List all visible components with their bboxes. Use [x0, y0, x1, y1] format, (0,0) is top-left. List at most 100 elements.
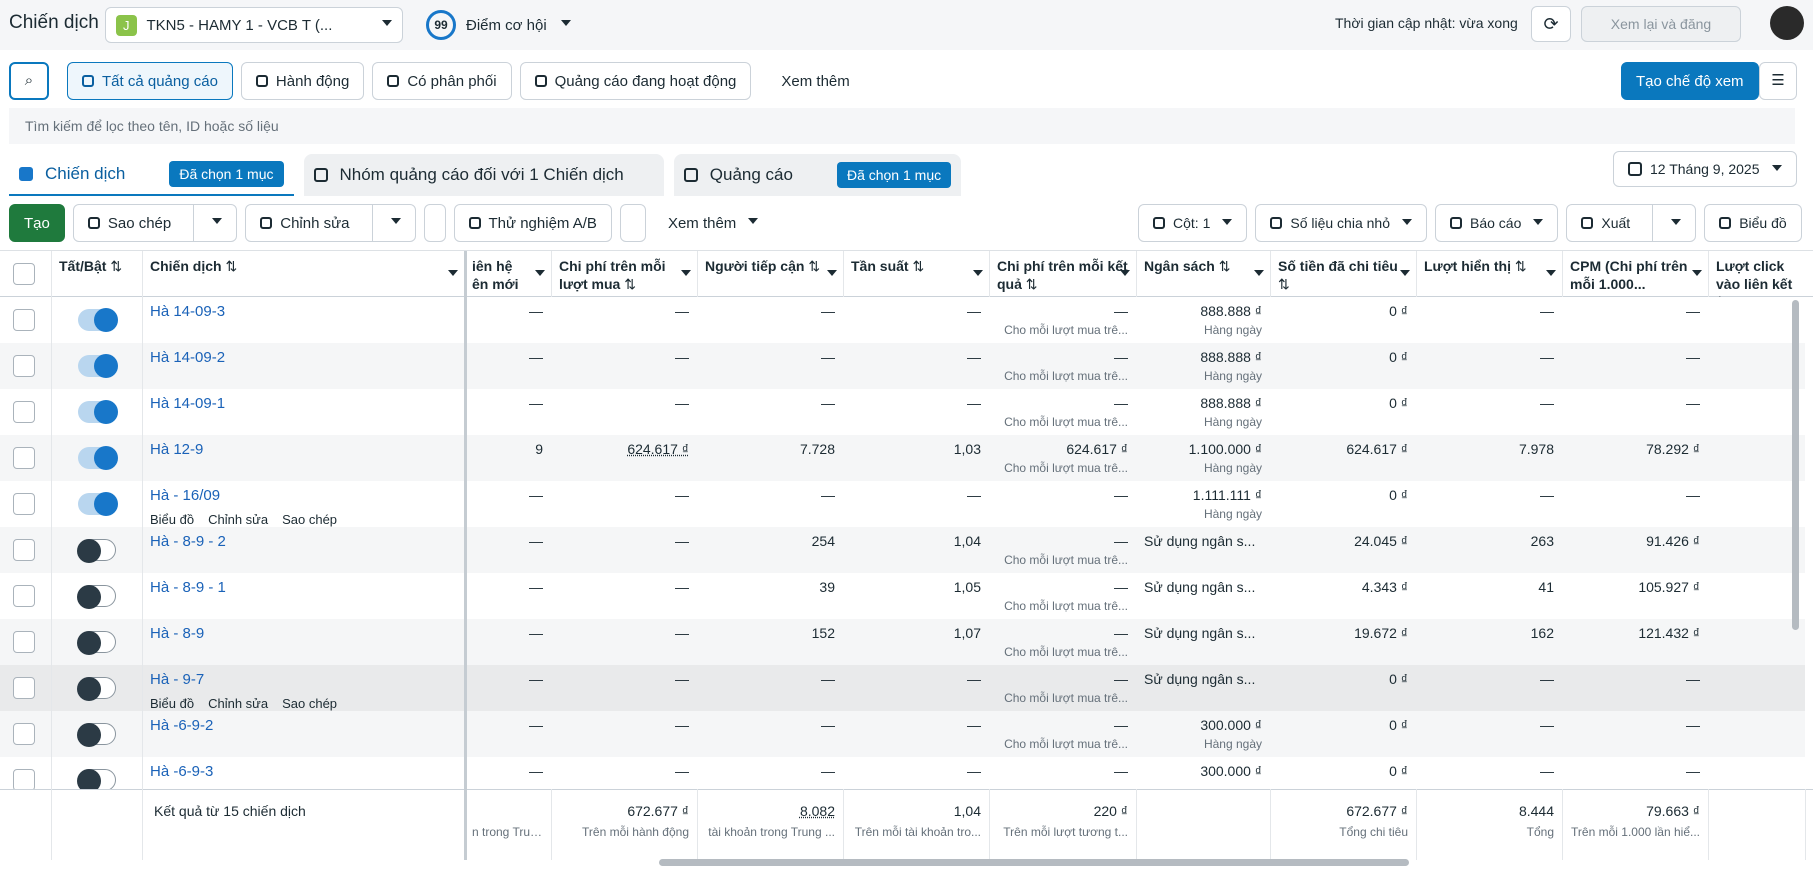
column-menu[interactable]: [531, 265, 545, 285]
tab[interactable]: Quảng cáo Đã chọn 1 mục: [673, 154, 962, 196]
tag-button[interactable]: [619, 204, 646, 242]
filter-button[interactable]: Tất cả quảng cáo: [67, 62, 233, 100]
row-checkbox[interactable]: [13, 723, 35, 745]
campaign-name[interactable]: Hà - 9-7: [150, 671, 205, 688]
table-row[interactable]: [0, 435, 1805, 481]
view-button[interactable]: Xuất: [1566, 204, 1697, 242]
row-checkbox[interactable]: [13, 309, 35, 331]
toggle[interactable]: [77, 585, 116, 609]
row-action[interactable]: Chỉnh sửa: [208, 696, 269, 711]
filter-button[interactable]: Quảng cáo đang hoạt động: [519, 62, 752, 100]
table-row[interactable]: [0, 573, 1805, 619]
column-menu[interactable]: [969, 265, 983, 285]
action-button[interactable]: Thử nghiệm A/B: [453, 204, 612, 242]
filter-button[interactable]: Có phân phối: [372, 62, 512, 100]
campaign-name[interactable]: Hà 14-09-1: [150, 395, 226, 412]
toggle[interactable]: [78, 446, 118, 470]
review-button[interactable]: Xem lại và đăng: [1581, 6, 1741, 42]
row-checkbox[interactable]: [13, 493, 35, 515]
view-button[interactable]: Biểu đồ: [1704, 204, 1802, 242]
scrollbar[interactable]: [659, 859, 1409, 866]
table-row[interactable]: [0, 619, 1805, 665]
column-header[interactable]: Tất/Bật: [51, 251, 142, 297]
view-button[interactable]: Số liệu chia nhỏ: [1255, 204, 1427, 242]
search-input[interactable]: Tìm kiếm để lọc theo tên, ID hoặc số liệ…: [9, 108, 1795, 144]
column-header[interactable]: Ngân sách: [1136, 251, 1270, 297]
toggle[interactable]: [78, 492, 118, 516]
column-header[interactable]: Chiến dịch: [142, 251, 464, 297]
tab[interactable]: Nhóm quảng cáo đối với 1 Chiến dịch: [303, 154, 664, 196]
campaign-name[interactable]: Hà 12-9: [150, 441, 204, 458]
create-view-button[interactable]: Tạo chế độ xem: [1621, 62, 1759, 100]
toggle[interactable]: [77, 539, 116, 563]
toggle[interactable]: [78, 308, 118, 332]
action-button[interactable]: Sao chép: [72, 204, 238, 242]
toggle[interactable]: [78, 400, 118, 424]
campaign-name[interactable]: Hà - 8-9: [150, 625, 205, 642]
campaign-name[interactable]: Hà 14-09-3: [150, 303, 226, 320]
row-checkbox[interactable]: [13, 631, 35, 653]
vertical-scrollbar[interactable]: [1792, 300, 1799, 630]
column-menu[interactable]: [677, 265, 691, 285]
table-row[interactable]: [0, 389, 1805, 435]
table-row[interactable]: [0, 665, 1805, 711]
action-button[interactable]: Chỉnh sửa: [245, 204, 416, 242]
toggle[interactable]: [77, 769, 116, 793]
column-menu[interactable]: [1116, 265, 1130, 285]
action-button[interactable]: Xem thêm: [653, 204, 773, 242]
campaign-name[interactable]: Hà - 16/09: [150, 487, 221, 504]
campaign-name[interactable]: Hà - 8-9 - 2: [150, 533, 226, 550]
row-action[interactable]: Biểu đồ: [150, 512, 195, 527]
column-header[interactable]: Số tiền đã chi tiêu: [1270, 251, 1416, 297]
refresh-button[interactable]: ⟳: [1531, 6, 1571, 42]
column-header[interactable]: Chi phí trên mỗi lượt mua: [551, 251, 697, 297]
campaign-name[interactable]: Hà - 8-9 - 1: [150, 579, 226, 596]
row-checkbox[interactable]: [13, 401, 35, 423]
toggle[interactable]: [78, 354, 118, 378]
opportunity-score[interactable]: 99 Điểm cơ hội: [426, 9, 571, 41]
action-button[interactable]: Tạo: [9, 204, 65, 242]
column-header[interactable]: Lượt click vào liên kết: [1708, 251, 1805, 297]
column-header[interactable]: CPM (Chi phí trên mỗi 1.000...: [1570, 258, 1688, 292]
campaign-name[interactable]: Hà 14-09-2: [150, 349, 226, 366]
view-button[interactable]: Báo cáo: [1435, 204, 1559, 242]
table-row[interactable]: [0, 481, 1805, 527]
row-checkbox[interactable]: [13, 447, 35, 469]
row-checkbox[interactable]: [13, 355, 35, 377]
toggle[interactable]: [77, 723, 116, 747]
view-button[interactable]: Cột: 1: [1138, 204, 1248, 242]
table-row[interactable]: [0, 297, 1805, 343]
row-checkbox[interactable]: [13, 677, 35, 699]
table-row[interactable]: [0, 711, 1805, 757]
column-header[interactable]: Chi phí trên mỗi kết quả: [989, 251, 1136, 297]
select-all[interactable]: [13, 263, 35, 285]
row-action[interactable]: Sao chép: [282, 512, 338, 527]
date-picker[interactable]: 12 Tháng 9, 2025: [1613, 151, 1797, 187]
column-menu[interactable]: [444, 265, 458, 285]
column-header[interactable]: iên hệ ên mới: [472, 258, 519, 292]
column-menu[interactable]: [1688, 265, 1702, 285]
column-menu[interactable]: [1250, 265, 1264, 285]
row-checkbox[interactable]: [13, 769, 35, 791]
campaign-name[interactable]: Hà -6-9-2: [150, 717, 214, 734]
column-menu[interactable]: [1396, 265, 1410, 285]
column-header[interactable]: Tần suất: [843, 251, 989, 297]
row-action[interactable]: Biểu đồ: [150, 696, 195, 711]
filter-button[interactable]: Hành động: [240, 62, 365, 100]
table-row[interactable]: [0, 527, 1805, 573]
column-menu[interactable]: [1542, 265, 1556, 285]
toggle[interactable]: [77, 677, 116, 701]
column-header[interactable]: Người tiếp cận: [697, 251, 843, 297]
column-header[interactable]: Lượt hiển thị: [1416, 251, 1562, 297]
avatar[interactable]: [1770, 6, 1804, 40]
account-selector[interactable]: J TKN5 - HAMY 1 - VCB T (...: [105, 7, 403, 43]
table-row[interactable]: [0, 343, 1805, 389]
tab[interactable]: Chiến dịch Đã chọn 1 mục: [9, 154, 294, 196]
toggle[interactable]: [77, 631, 116, 655]
campaign-name[interactable]: Hà -6-9-3: [150, 763, 214, 780]
delete-button[interactable]: [423, 204, 446, 242]
row-checkbox[interactable]: [13, 539, 35, 561]
row-checkbox[interactable]: [13, 585, 35, 607]
view-settings[interactable]: ☰: [1759, 62, 1797, 100]
filter-button[interactable]: Xem thêm: [759, 62, 864, 100]
